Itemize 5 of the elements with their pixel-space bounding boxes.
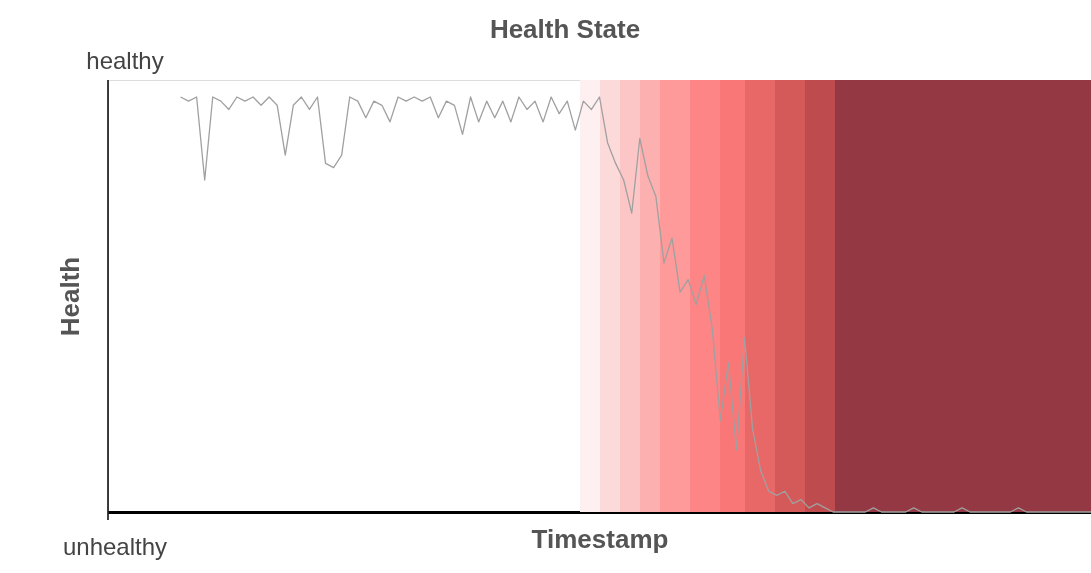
x-axis-title: Timestamp <box>531 523 669 554</box>
text: unhealthy <box>62 533 168 560</box>
chart-title: Health State <box>489 14 641 44</box>
y-axis-title: Health <box>54 256 85 337</box>
text: healthy <box>86 47 164 74</box>
